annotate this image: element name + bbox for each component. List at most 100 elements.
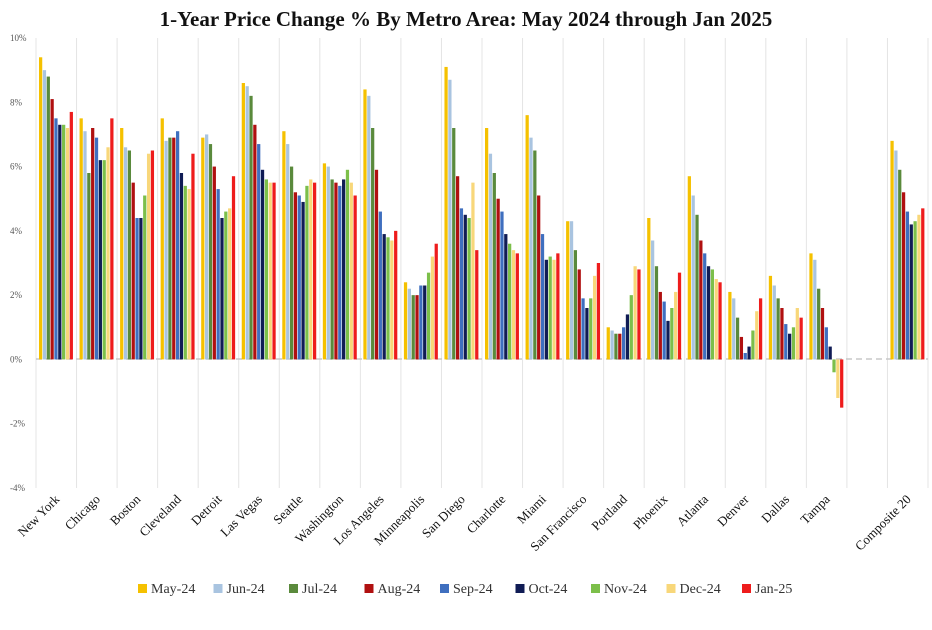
legend-swatch	[289, 584, 298, 593]
bar	[135, 218, 139, 360]
bar	[687, 176, 691, 360]
bar	[463, 214, 467, 360]
y-tick-label: 10%	[10, 33, 27, 43]
legend-item: Oct-24	[515, 582, 567, 597]
bar	[610, 330, 614, 360]
bar	[459, 208, 464, 360]
bar	[735, 317, 740, 360]
bar	[102, 160, 106, 360]
bar	[312, 182, 317, 360]
legend-label: Aug-24	[378, 582, 421, 597]
bar	[260, 169, 265, 360]
bar	[208, 144, 213, 360]
bar	[87, 173, 91, 360]
bar	[739, 336, 744, 360]
bar	[231, 176, 236, 360]
bar	[338, 185, 342, 360]
bar	[732, 298, 736, 360]
bar	[589, 298, 593, 360]
x-tick-label: Phoenix	[630, 491, 671, 532]
bar	[747, 346, 751, 360]
legend-swatch	[515, 584, 525, 593]
bar	[183, 185, 187, 360]
bar	[54, 118, 58, 360]
bar	[905, 211, 910, 360]
legend-label: May-24	[151, 582, 195, 597]
bar	[840, 359, 844, 408]
bar	[596, 263, 601, 360]
bar	[110, 118, 114, 360]
x-tick-label: San Diego	[419, 492, 468, 541]
bar	[894, 150, 898, 360]
legend-item: Aug-24	[364, 582, 421, 597]
legend-item: Jul-24	[289, 582, 337, 597]
bar	[367, 95, 371, 360]
bar	[743, 353, 747, 360]
bar	[172, 137, 176, 360]
bar	[890, 140, 894, 360]
legend-label: Jan-25	[755, 582, 792, 597]
x-tick-label: Boston	[107, 491, 144, 528]
x-tick-label: Cleveland	[136, 491, 184, 539]
bar	[62, 124, 66, 360]
legend: May-24 Jun-24 Jul-24 Aug-24 Sep-24 Oct-24 Nov-…	[138, 582, 792, 597]
bar	[500, 211, 504, 360]
bar	[386, 237, 390, 360]
bar	[492, 173, 496, 360]
bar	[548, 256, 552, 360]
legend-label: Jun-24	[227, 582, 265, 597]
bar	[710, 269, 714, 360]
bar	[127, 150, 132, 360]
bar	[504, 234, 508, 360]
bar	[423, 285, 427, 360]
bar	[98, 160, 102, 360]
bar	[448, 79, 452, 360]
bar	[772, 285, 776, 360]
bar	[349, 182, 353, 360]
legend-swatch	[138, 584, 147, 593]
x-tick-label: Composite 20	[852, 492, 914, 554]
x-tick-label: Dallas	[758, 492, 792, 526]
bar	[94, 137, 99, 360]
bar	[175, 131, 180, 360]
bar	[813, 259, 817, 360]
bar	[703, 253, 707, 360]
bar	[606, 327, 610, 360]
bar	[168, 137, 172, 360]
bar	[537, 195, 541, 360]
bar	[569, 221, 574, 360]
bar	[784, 324, 788, 360]
bar	[69, 111, 73, 360]
bar	[625, 314, 630, 360]
bar	[371, 128, 375, 360]
legend-item: May-24	[138, 582, 195, 597]
bar	[411, 295, 415, 360]
bar	[658, 291, 662, 360]
bar	[714, 279, 718, 360]
bar	[592, 275, 597, 360]
bar	[921, 208, 925, 360]
bar	[374, 169, 379, 360]
bar	[556, 253, 560, 360]
bar	[394, 230, 398, 360]
bar	[901, 192, 906, 360]
bar	[342, 179, 346, 360]
bar	[540, 234, 545, 360]
y-tick-label: -4%	[10, 483, 25, 493]
bar	[455, 176, 460, 360]
bar	[334, 182, 338, 360]
bar	[212, 166, 216, 360]
x-tick-label: Atlanta	[673, 491, 711, 529]
bar	[330, 179, 334, 360]
bar	[581, 298, 585, 360]
bar	[809, 253, 813, 360]
bar	[552, 259, 556, 360]
bar	[191, 153, 195, 360]
bar	[633, 266, 637, 360]
bar	[58, 124, 62, 360]
x-tick-label: New York	[14, 491, 62, 539]
bar	[415, 295, 419, 360]
legend-label: Dec-24	[680, 582, 721, 597]
